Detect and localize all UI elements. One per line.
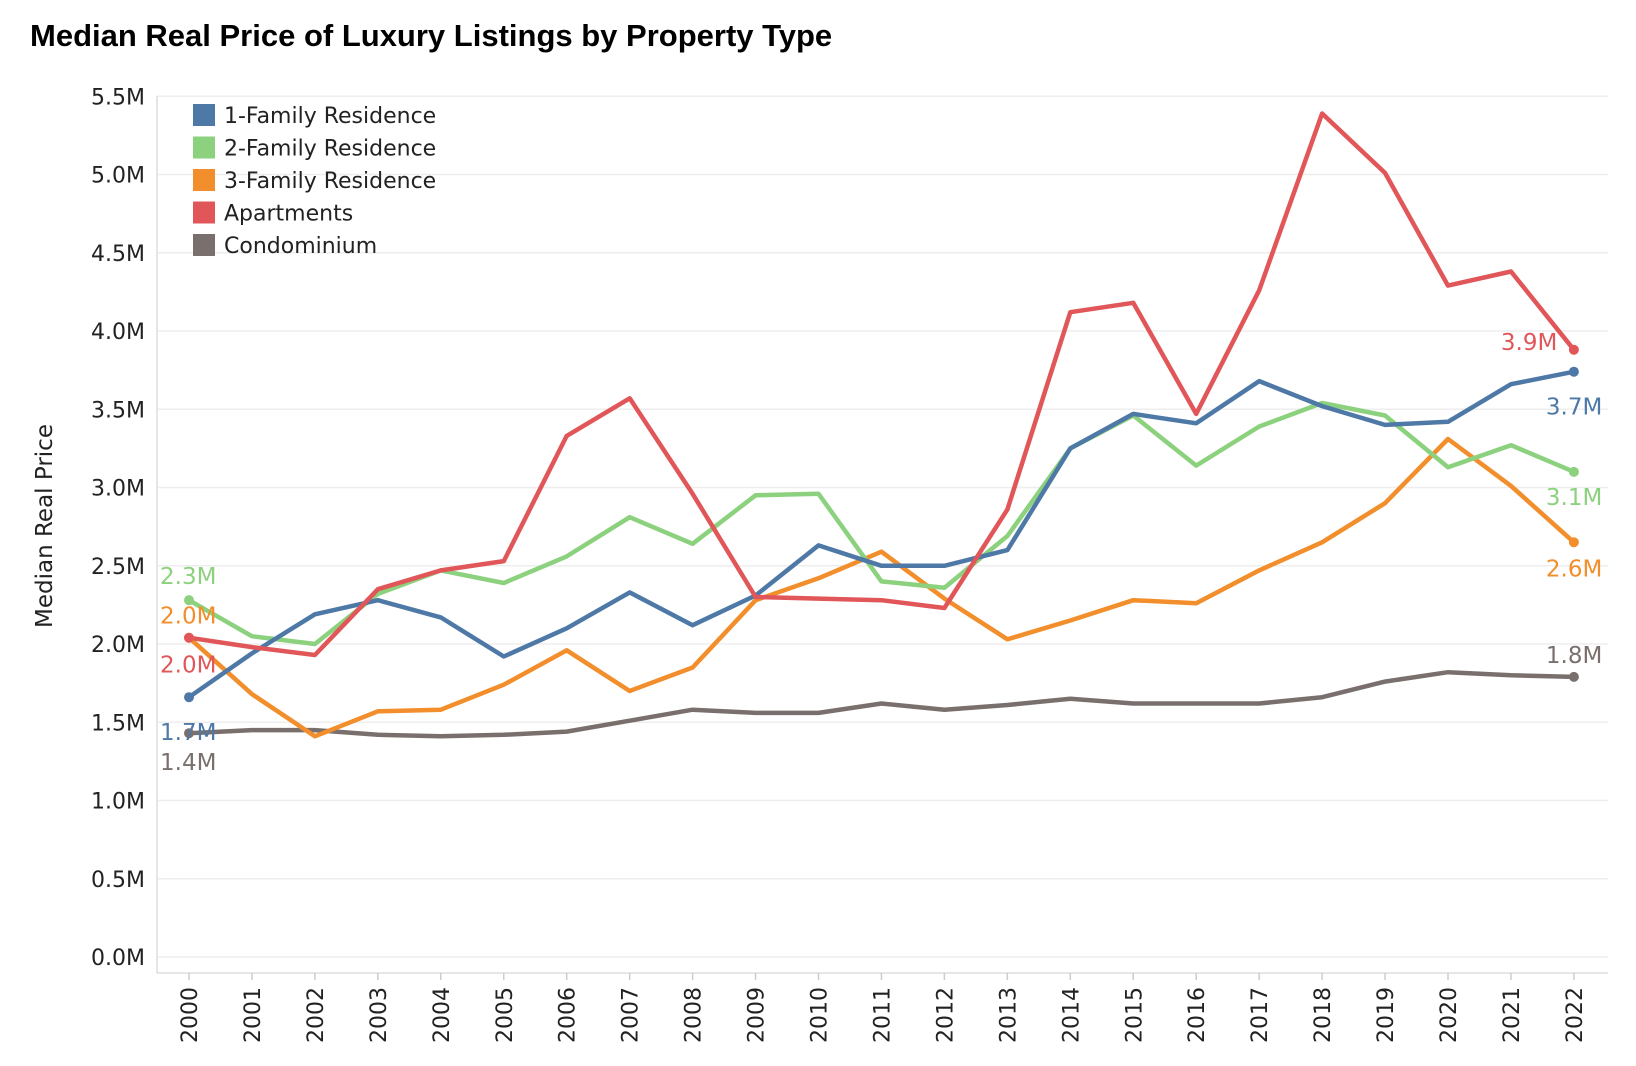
legend-swatch-2-family-residence [193, 136, 215, 159]
x-tick-label: 2018 [1311, 987, 1336, 1043]
legend-swatch-apartments [193, 201, 215, 224]
gridlines [157, 95, 1608, 958]
end-label-condominium: 1.8M [1546, 643, 1602, 669]
legend-label-condominium: Condominium [224, 234, 377, 259]
x-tick-label: 2019 [1374, 987, 1399, 1043]
legend-swatch-1-family-residence [193, 104, 215, 126]
x-tick-label: 2013 [996, 987, 1021, 1043]
legend-label-1-family-residence: 1-Family Residence [224, 104, 436, 129]
series-line-1-family-residence [186, 369, 1577, 700]
x-tick-label: 2022 [1563, 987, 1588, 1043]
legend-label-apartments: Apartments [224, 202, 353, 227]
x-tick-label: 2020 [1437, 987, 1462, 1043]
series-line-apartments [186, 111, 1577, 658]
x-tick-label: 2004 [430, 987, 455, 1043]
data-point-2-family-residence [184, 595, 194, 606]
end-label-1-family-residence: 3.7M [1546, 395, 1602, 421]
data-point-condominium [184, 728, 194, 739]
y-tick-label: 4.0M [91, 320, 145, 345]
x-tick-label: 2005 [493, 987, 518, 1043]
x-tick-label: 2010 [808, 987, 833, 1043]
y-tick-label: 0.0M [91, 946, 145, 971]
x-tick-label: 2015 [1122, 987, 1147, 1043]
y-tick-label: 0.5M [91, 868, 145, 893]
x-tick-label: 2009 [745, 987, 770, 1043]
start-label-condominium: 1.4M [160, 750, 216, 776]
x-tick-label: 2002 [304, 987, 329, 1043]
y-axis-label: Median Real Price [32, 424, 58, 628]
chart-title: Median Real Price of Luxury Listings by … [30, 18, 833, 53]
y-tick-label: 3.5M [91, 398, 145, 423]
end-label-2-family-residence: 3.1M [1546, 485, 1602, 511]
x-tick-label: 2007 [619, 987, 644, 1043]
x-tick-label: 2000 [178, 987, 203, 1043]
start-label-1-family-residence: 1.7M [160, 720, 216, 746]
end-label-3-family-residence: 2.6M [1546, 556, 1602, 582]
legend-swatch-condominium [193, 234, 215, 256]
x-tick-label: 2011 [870, 987, 895, 1043]
y-tick-label: 5.5M [91, 85, 145, 110]
x-tick-label: 2008 [682, 987, 707, 1043]
legend-label-2-family-residence: 2-Family Residence [224, 137, 436, 162]
data-point-apartments [1568, 344, 1579, 355]
y-tick-label: 4.5M [91, 242, 145, 267]
y-tick-label: 2.5M [91, 555, 145, 580]
y-tick-label: 3.0M [91, 477, 145, 502]
x-tick-label: 2016 [1185, 987, 1210, 1043]
series-line-3-family-residence [186, 436, 1577, 739]
data-point-1-family-residence [184, 692, 194, 703]
x-tick-label: 2003 [367, 987, 392, 1043]
x-tick-label: 2014 [1059, 987, 1084, 1043]
legend-label-3-family-residence: 3-Family Residence [224, 169, 436, 194]
data-point-condominium [1568, 671, 1579, 682]
x-tick-label: 2001 [241, 987, 266, 1043]
data-point-1-family-residence [1568, 366, 1579, 377]
axes: 0.0M 0.5M 1.0M 1.5M 2.0M 2.5M 3.0M 3.5M 4.0M 4.5M… [32, 85, 1608, 1043]
data-point-apartments [184, 632, 194, 643]
x-tick-label: 2012 [933, 987, 958, 1043]
data-labels: 1.4M 1.8M 2.0M 2.6M 2.3M 3.1M 1.7M 3.7M 2.0M 3.9M [160, 330, 1602, 776]
legend-swatch-3-family-residence [193, 169, 215, 191]
start-label-apartments: 2.0M [160, 653, 216, 679]
y-tick-label: 2.0M [91, 633, 145, 658]
legend: 1-Family Residence 2-Family Residence 3-Fa… [193, 104, 436, 259]
y-tick-label: 1.0M [91, 790, 145, 815]
x-tick-label: 2006 [556, 987, 581, 1043]
x-tick-label: 2017 [1248, 987, 1273, 1043]
series-line-condominium [186, 669, 1577, 739]
series-lines [186, 111, 1577, 739]
data-point-3-family-residence [1568, 537, 1579, 548]
start-label-2-family-residence: 2.3M [160, 564, 216, 590]
y-tick-label: 5.0M [91, 164, 145, 189]
data-point-2-family-residence [1568, 466, 1579, 477]
x-tick-label: 2021 [1500, 987, 1525, 1043]
end-label-apartments: 3.9M [1501, 330, 1557, 356]
y-tick-label: 1.5M [91, 711, 145, 736]
start-label-3-family-residence: 2.0M [160, 604, 216, 630]
series-line-2-family-residence [186, 400, 1577, 647]
